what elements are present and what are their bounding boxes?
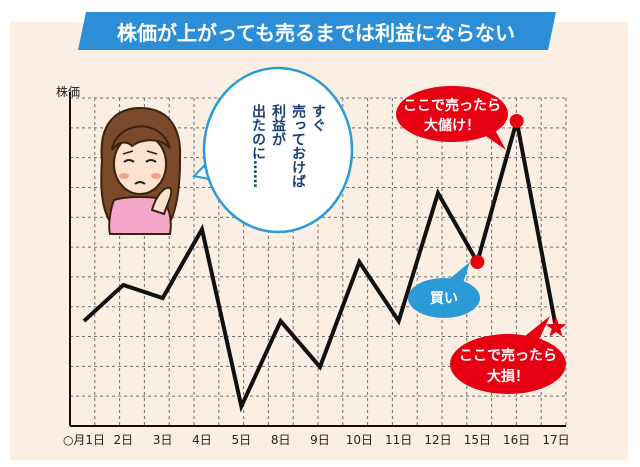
x-tick-label: 9日 — [310, 433, 330, 447]
x-tick-label: 10日 — [346, 433, 373, 447]
loss-point-star-marker — [545, 316, 567, 337]
x-tick-label: 5日 — [232, 433, 252, 447]
big-profit-line-2: 大儲け！ — [424, 117, 480, 134]
markers — [470, 113, 567, 337]
big-loss-line-2: 大損！ — [487, 368, 529, 385]
x-tick-label: 8日 — [271, 433, 291, 447]
big-loss-line-1: ここで売ったら — [459, 347, 557, 364]
x-tick-label: 4日 — [192, 433, 212, 447]
thought-line-3: 利益が — [270, 103, 286, 146]
x-tick-label: 16日 — [503, 433, 530, 447]
chart-title: 株価が上がっても売るまでは利益にならない — [117, 21, 515, 45]
big-profit-bubble: ここで売ったら 大儲け！ — [396, 86, 508, 150]
thought-bubble: すぐ 売っておけば 利益が 出たのに…… — [191, 66, 354, 234]
axes — [69, 92, 566, 427]
buy-label: 買い — [430, 291, 458, 307]
peak-point-marker — [509, 113, 524, 128]
x-tick-label: 12日 — [424, 433, 451, 447]
x-tick-label: 3日 — [153, 433, 173, 447]
x-tick-label: 15日 — [464, 433, 491, 447]
buy-bubble: 買い — [408, 262, 480, 318]
buy-point-marker — [470, 255, 485, 269]
x-tick-labels: ○月1日 2日 3日 4日 5日 8日 9日 10日 11日 12日 15日 16日 17日 — [63, 433, 570, 447]
thought-line-1: すぐ — [310, 104, 326, 132]
thought-line-2: 売っておけば — [290, 103, 306, 188]
worried-woman-illustration — [100, 106, 182, 235]
x-tick-label: 11日 — [385, 433, 412, 447]
big-profit-line-1: ここで売ったら — [403, 97, 501, 114]
title-banner: 株価が上がっても売るまでは利益にならない — [78, 12, 556, 50]
x-tick-label: 2日 — [114, 433, 134, 447]
big-loss-bubble: ここで売ったら 大損！ — [450, 316, 566, 394]
y-axis-label: 株価 — [56, 84, 80, 99]
x-tick-label: ○月1日 — [63, 433, 105, 447]
thought-line-4: 出たのに…… — [250, 103, 266, 188]
x-tick-label: 17日 — [542, 433, 569, 447]
